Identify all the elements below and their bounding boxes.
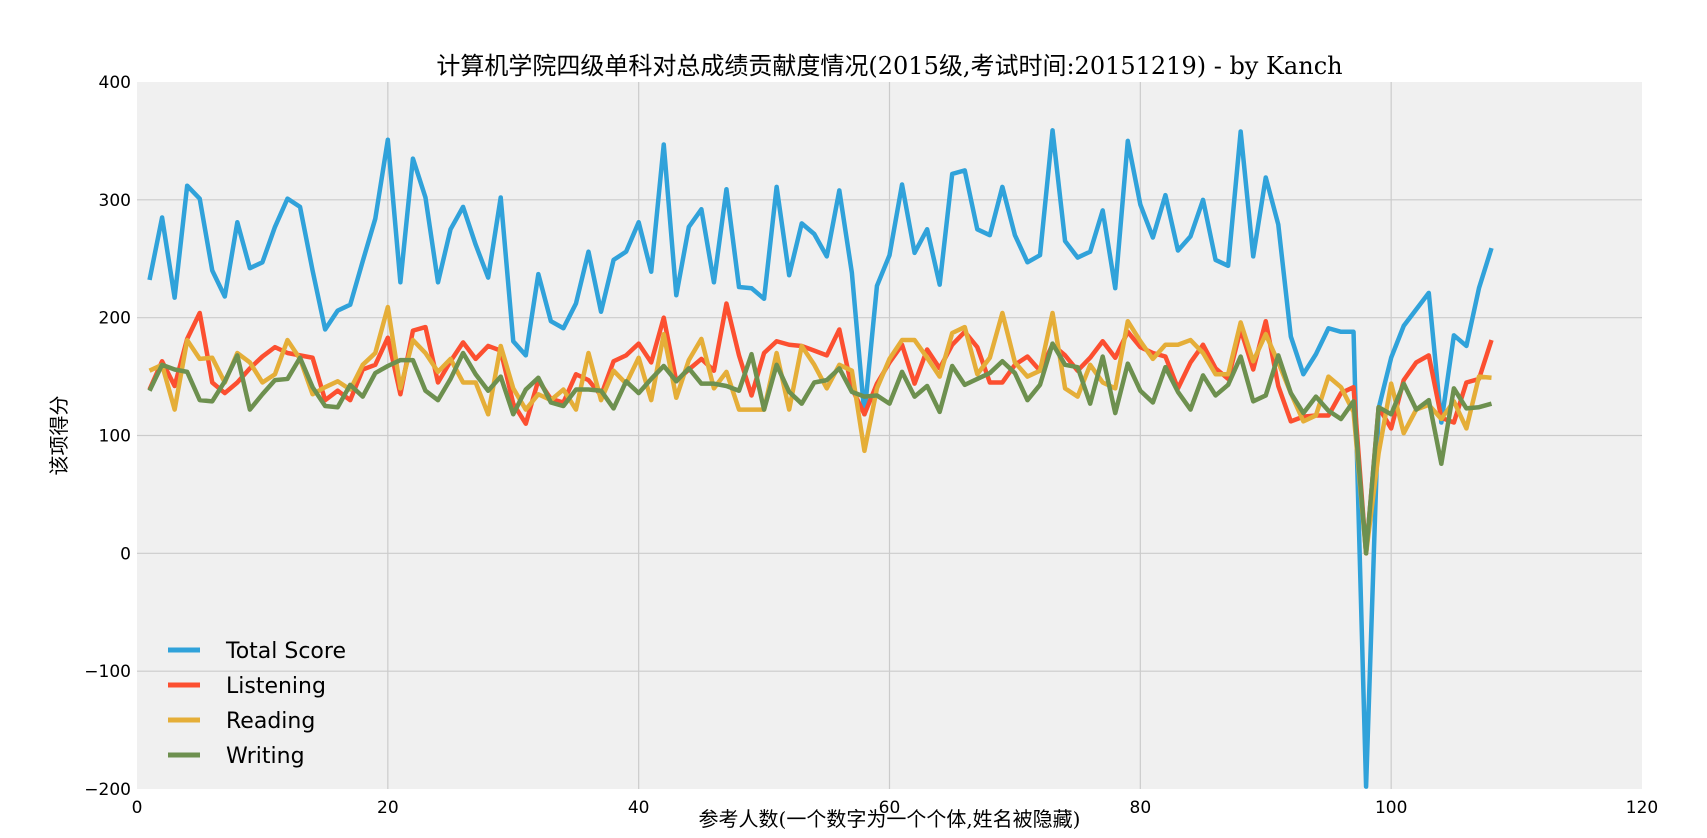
series-line-listening <box>147 301 1494 556</box>
x-tick-label: 60 <box>879 798 901 818</box>
y-axis-label: 该项得分 <box>47 396 71 476</box>
series-layer <box>147 128 1494 789</box>
y-tick-label: 0 <box>120 544 131 564</box>
y-tick-label: 100 <box>99 427 131 447</box>
chart-title: 计算机学院四级单科对总成绩贡献度情况(2015级,考试时间:20151219) … <box>436 52 1342 80</box>
tick-labels: 0 20 40 60 80 100 120 −200 −100 0 100 200 300 400 <box>84 73 1658 818</box>
series-line-total-score <box>147 128 1494 789</box>
legend-label-total-score: Total Score <box>225 639 346 664</box>
y-tick-label: 300 <box>99 191 131 211</box>
x-tick-label: 0 <box>132 798 143 818</box>
series-line-reading <box>148 304 1492 556</box>
legend-label-reading: Reading <box>226 709 315 734</box>
x-axis-label: 参考人数(一个数字为一个个体,姓名被隐藏) <box>699 807 1081 831</box>
y-tick-label: 400 <box>99 73 131 93</box>
legend: Total Score Listening Reading Writing <box>168 639 346 769</box>
legend-label-writing: Writing <box>226 744 305 769</box>
x-tick-label: 100 <box>1375 798 1407 818</box>
x-tick-label: 20 <box>377 798 399 818</box>
grid <box>137 82 1642 789</box>
y-tick-label: −200 <box>84 780 131 800</box>
x-tick-label: 120 <box>1626 798 1658 818</box>
x-tick-label: 80 <box>1130 798 1152 818</box>
y-tick-label: 200 <box>99 309 131 329</box>
series-line-writing <box>147 341 1493 556</box>
legend-label-listening: Listening <box>226 674 326 699</box>
x-tick-label: 40 <box>628 798 650 818</box>
y-tick-label: −100 <box>84 662 131 682</box>
